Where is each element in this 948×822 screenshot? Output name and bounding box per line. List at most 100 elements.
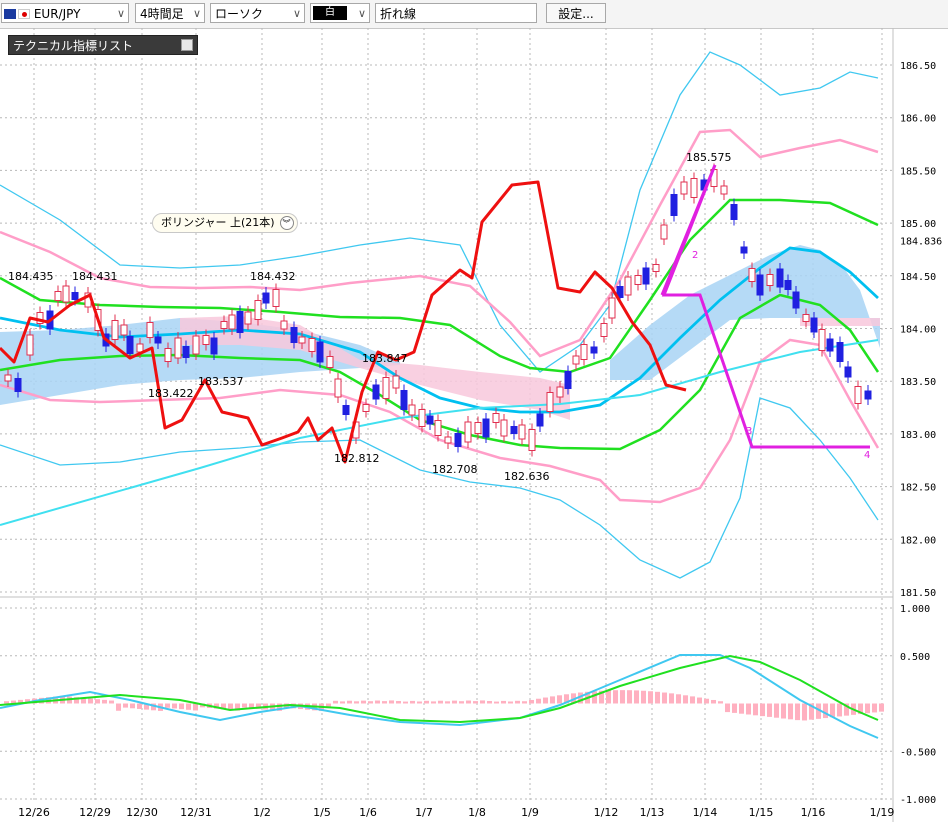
candle-body bbox=[382, 377, 390, 399]
histogram-bar bbox=[193, 703, 198, 711]
candle-body bbox=[474, 422, 482, 434]
candle-body bbox=[652, 264, 660, 272]
symbol-select[interactable]: EUR/JPY ∨ bbox=[1, 3, 129, 23]
histogram-bar bbox=[326, 703, 331, 708]
histogram-bar bbox=[823, 703, 828, 719]
chevron-down-icon: ∨ bbox=[292, 7, 301, 20]
price-chart[interactable]: 2 3 4 186.50 186.00 185.50 185.00 184.50 184.00… bbox=[0, 28, 948, 822]
histogram-bar bbox=[88, 698, 93, 704]
candle-body bbox=[600, 323, 608, 337]
bb-2-lower bbox=[0, 338, 880, 504]
candle-body bbox=[642, 267, 650, 285]
candle-body bbox=[372, 384, 380, 400]
candle-body bbox=[572, 355, 580, 365]
histogram-bar bbox=[809, 703, 814, 720]
price-annotation: 184.432 bbox=[250, 270, 296, 283]
time-tick-label: 1/2 bbox=[253, 806, 271, 819]
histogram-bar bbox=[550, 696, 555, 704]
zigzag-label: 3 bbox=[746, 426, 752, 437]
candle-body bbox=[792, 291, 800, 309]
histogram-bar bbox=[760, 703, 765, 717]
settings-button[interactable]: 設定... bbox=[546, 3, 606, 23]
price-annotations: 184.435 184.431 184.432 183.422 183.537 183.8… bbox=[8, 151, 732, 483]
histogram-bar bbox=[676, 694, 681, 704]
chevron-down-icon: ∨ bbox=[116, 7, 125, 20]
histogram-bar bbox=[18, 699, 23, 704]
cloud-area bbox=[610, 245, 880, 380]
histogram-bar bbox=[165, 703, 170, 708]
histogram-bar bbox=[382, 701, 387, 704]
candle-body bbox=[434, 420, 442, 436]
timeframe-select[interactable]: 4時間足 ∨ bbox=[135, 3, 205, 23]
price-tick-label: 186.50 bbox=[900, 61, 936, 72]
expand-icon[interactable] bbox=[181, 39, 193, 51]
indicator-list-panel[interactable]: テクニカル指標リスト bbox=[8, 35, 198, 55]
histogram-bar bbox=[557, 695, 562, 704]
zigzag-label: 2 bbox=[692, 250, 698, 261]
histogram-bar bbox=[221, 703, 226, 710]
histogram-bar bbox=[781, 703, 786, 719]
candle-body bbox=[408, 404, 416, 416]
candle-body bbox=[580, 344, 588, 360]
histogram-bar bbox=[606, 690, 611, 704]
candle-body bbox=[546, 392, 554, 412]
histogram-bar bbox=[368, 701, 373, 704]
candle-body bbox=[71, 292, 79, 300]
histogram-bar bbox=[578, 692, 583, 704]
histogram-bar bbox=[844, 703, 849, 716]
candle-body bbox=[802, 314, 810, 322]
candle-body bbox=[690, 178, 698, 198]
color-mode-select[interactable]: 白 ∨ bbox=[310, 3, 370, 23]
histogram-bar bbox=[375, 700, 380, 704]
candle-body bbox=[836, 342, 844, 362]
candle-body bbox=[36, 312, 44, 324]
candle-body bbox=[164, 348, 172, 362]
histogram-bar bbox=[459, 701, 464, 704]
jp-flag-icon bbox=[18, 9, 30, 19]
toolbar: EUR/JPY ∨ 4時間足 ∨ ローソク ∨ 白 ∨ 折れ線 設定... bbox=[0, 0, 948, 29]
candle-body bbox=[326, 356, 334, 368]
cloud-area bbox=[180, 316, 570, 420]
candle-body bbox=[146, 322, 154, 338]
histogram-bar bbox=[774, 703, 779, 718]
line-type-label: 折れ線 bbox=[380, 7, 417, 21]
candle-body bbox=[262, 292, 270, 304]
candle-body bbox=[810, 317, 818, 333]
histogram-bar bbox=[620, 690, 625, 704]
chevron-down-icon: ∨ bbox=[357, 7, 366, 20]
histogram-bar bbox=[130, 703, 135, 709]
chevron-double-down-icon[interactable]: ︾ bbox=[279, 216, 294, 230]
price-axis: 186.50 186.00 185.50 185.00 184.50 184.00 183.… bbox=[900, 61, 942, 806]
time-tick-label: 1/7 bbox=[415, 806, 433, 819]
time-tick-label: 1/16 bbox=[801, 806, 826, 819]
candle-body bbox=[518, 424, 526, 440]
candle-body bbox=[864, 390, 872, 400]
price-tick-label: 182.50 bbox=[900, 483, 936, 494]
histogram-bar bbox=[753, 703, 758, 716]
oscillator-panel bbox=[0, 654, 884, 739]
bollinger-label[interactable]: ボリンジャー 上(21本) ︾ bbox=[152, 213, 298, 233]
histogram-bar bbox=[361, 700, 366, 704]
eu-flag-icon bbox=[4, 9, 16, 19]
candle-body bbox=[334, 378, 342, 398]
candle-body bbox=[680, 181, 688, 195]
candle-body bbox=[818, 329, 826, 351]
price-tick-label: 186.00 bbox=[900, 114, 936, 125]
price-annotation: 183.847 bbox=[362, 352, 408, 365]
osc-tick-label: -0.500 bbox=[900, 747, 936, 758]
candle-body bbox=[136, 343, 144, 353]
candle-body bbox=[400, 390, 408, 410]
osc-tick-label: 0.500 bbox=[900, 652, 930, 663]
line-type-field[interactable]: 折れ線 bbox=[375, 3, 537, 23]
histogram-bar bbox=[333, 700, 338, 704]
candle-body bbox=[844, 366, 852, 378]
candle-body bbox=[362, 404, 370, 412]
histogram-bar bbox=[235, 703, 240, 711]
histogram-bar bbox=[704, 698, 709, 704]
time-axis: 12/26 12/29 12/30 12/31 1/2 1/5 1/6 1/7 1/8 1/9 1/… bbox=[18, 806, 894, 819]
histogram-bar bbox=[858, 703, 863, 715]
histogram-bar bbox=[417, 701, 422, 704]
candle-body bbox=[298, 336, 306, 344]
chart-style-select[interactable]: ローソク ∨ bbox=[210, 3, 305, 23]
histogram-bar bbox=[116, 703, 121, 711]
